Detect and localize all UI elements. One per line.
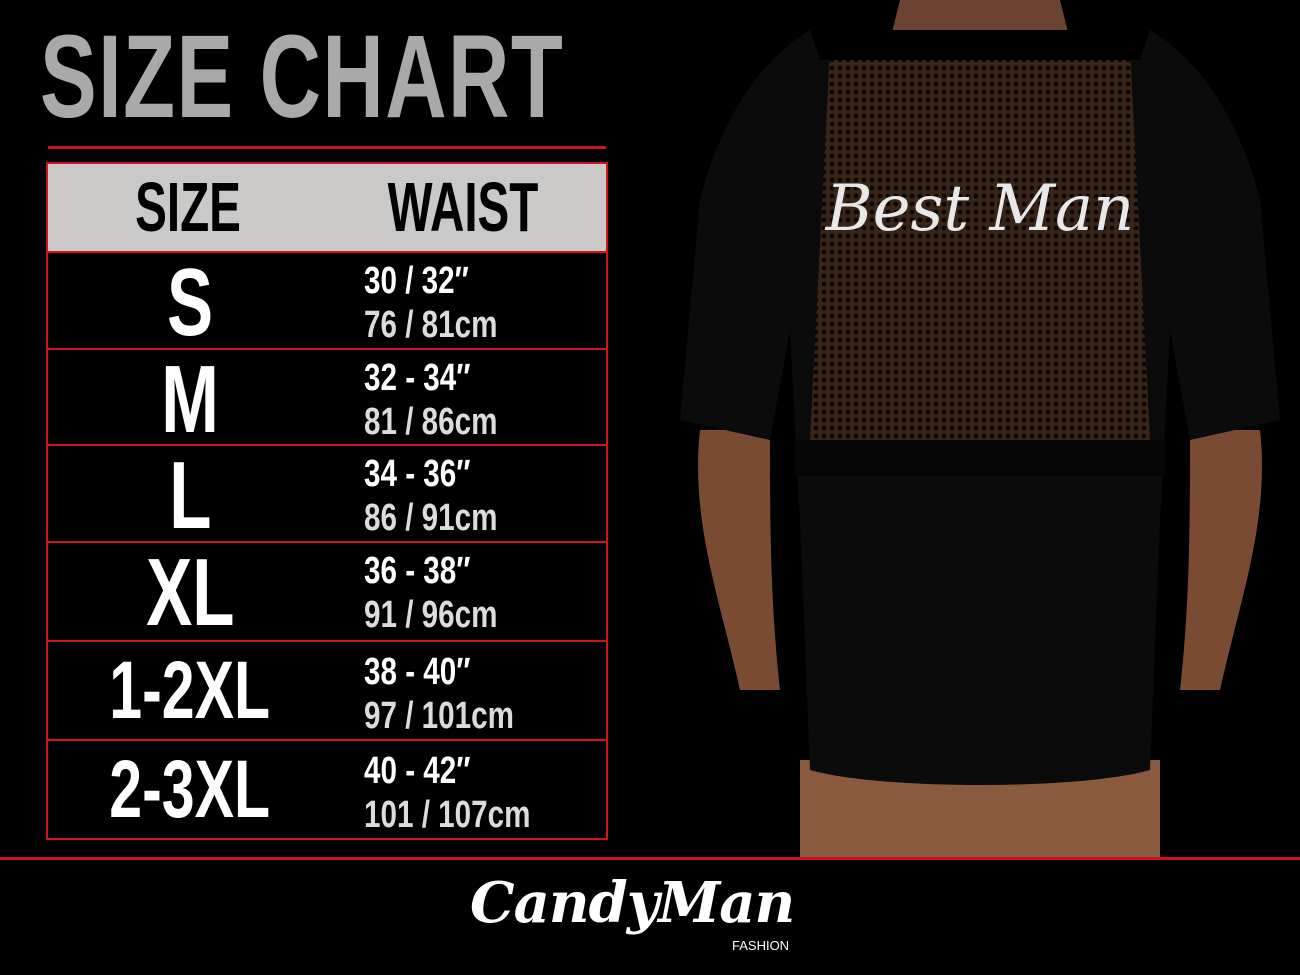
waist-inches: 34 - 36″ [364, 453, 471, 495]
waist-inches: 30 / 32″ [364, 260, 469, 302]
waist-cm: 81 / 86cm [364, 401, 498, 443]
waist-inches: 38 - 40″ [364, 651, 471, 693]
table-row: 1-2XL 38 - 40″ 97 / 101cm [48, 642, 606, 741]
size-label: M [48, 352, 332, 448]
waist-cell: 32 - 34″ 81 / 86cm [364, 356, 497, 444]
size-label: 2-3XL [48, 745, 332, 835]
waist-cell: 30 / 32″ 76 / 81cm [364, 259, 497, 347]
waist-cm: 101 / 107cm [364, 794, 531, 836]
size-value: XL [145, 539, 235, 646]
mesh-panel [810, 50, 1150, 440]
table-body: S 30 / 32″ 76 / 81cm M 32 - 34″ 81 / 86c… [48, 253, 606, 838]
size-value: M [161, 346, 219, 453]
column-header-waist: WAIST [387, 168, 539, 246]
divider [48, 146, 606, 149]
table-row: S 30 / 32″ 76 / 81cm [48, 253, 606, 351]
waist-inches: 36 - 38″ [364, 550, 471, 592]
size-table: SIZE WAIST S 30 / 32″ 76 / 81cm M 32 - 3… [46, 162, 608, 840]
logo-sub: FASHION [732, 938, 790, 953]
waist-cm: 97 / 101cm [364, 695, 514, 737]
size-value: 1-2XL [109, 645, 271, 736]
table-row: XL 36 - 38″ 91 / 96cm [48, 543, 606, 642]
logo-brand: CandyMan [470, 870, 795, 936]
waist-cell: 34 - 36″ 86 / 91cm [364, 452, 497, 540]
size-value: 2-3XL [109, 744, 271, 835]
left-arm [698, 430, 780, 690]
brand-logo: CandyMan FASHION [470, 872, 830, 962]
size-label: L [48, 448, 332, 544]
right-arm [1180, 430, 1262, 690]
collar [810, 30, 1150, 60]
waist-cell: 38 - 40″ 97 / 101cm [364, 650, 514, 738]
garment-print-text: Best Man [825, 172, 1135, 246]
belt [795, 440, 1165, 476]
waist-cell: 36 - 38″ 91 / 96cm [364, 549, 497, 637]
size-label: 1-2XL [48, 646, 332, 736]
table-row: L 34 - 36″ 86 / 91cm [48, 446, 606, 544]
page-title: SIZE CHART [40, 11, 565, 143]
waist-cm: 91 / 96cm [364, 594, 498, 636]
table-row: 2-3XL 40 - 42″ 101 / 107cm [48, 741, 606, 838]
table-header: SIZE WAIST [48, 164, 606, 253]
size-value: S [166, 249, 214, 356]
divider [0, 857, 1300, 860]
size-label: XL [48, 545, 332, 641]
legs [800, 760, 1160, 857]
column-header-size: SIZE [135, 168, 241, 246]
size-value: L [168, 442, 212, 549]
table-row: M 32 - 34″ 81 / 86cm [48, 350, 606, 448]
waist-cell: 40 - 42″ 101 / 107cm [364, 749, 530, 837]
waist-inches: 32 - 34″ [364, 357, 471, 399]
waist-cm: 86 / 91cm [364, 497, 498, 539]
size-label: S [48, 255, 332, 351]
waist-cm: 76 / 81cm [364, 304, 498, 346]
waist-inches: 40 - 42″ [364, 750, 471, 792]
product-photo: Best Man [680, 0, 1280, 857]
